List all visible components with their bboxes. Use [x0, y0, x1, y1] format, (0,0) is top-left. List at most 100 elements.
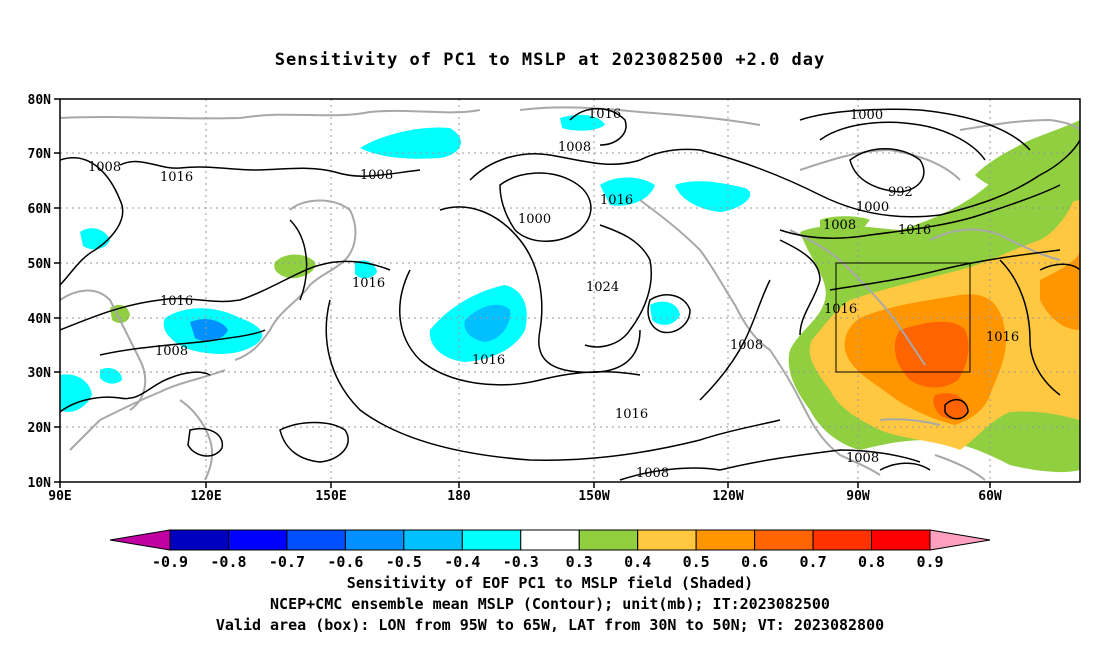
colorbar-swatch [403, 529, 463, 551]
contour-label: 1008 [730, 338, 763, 353]
contour-label: 1016 [898, 223, 931, 238]
colorbar-label: -0.5 [386, 553, 422, 571]
lon-label: 90E [48, 489, 71, 504]
colorbar-swatch [286, 529, 346, 551]
contour-label: 1016 [615, 407, 648, 422]
colorbar-label: 0.3 [566, 553, 593, 571]
tick-marks [54, 98, 991, 488]
colorbar-label: -0.3 [503, 553, 539, 571]
negative-shade-2 [80, 228, 110, 250]
colorbar-swatch [871, 529, 931, 551]
colorbar-label: 0.8 [858, 553, 885, 571]
lon-labels: 90E 120E 150E 180 150W 120W 90W 60W [48, 489, 1002, 504]
contour-label: 1008 [823, 218, 856, 233]
lat-label: 10N [28, 476, 52, 491]
negative-shade-1 [360, 127, 461, 159]
shaded-sensitivity [60, 114, 1080, 473]
lon-label: 60W [978, 489, 1002, 504]
colorbar-swatch [637, 529, 697, 551]
colorbar [109, 529, 991, 551]
contour-label: 1016 [588, 107, 621, 122]
colorbar-swatch [227, 529, 288, 551]
contour-label: 1016 [600, 193, 633, 208]
caption-line-2: NCEP+CMC ensemble mean MSLP (Contour); u… [270, 595, 830, 613]
colorbar-swatch [578, 529, 639, 551]
lat-label: 50N [28, 257, 52, 272]
negative-shade-6 [60, 374, 92, 412]
colorbar-label: 0.6 [741, 553, 768, 571]
contour-label: 1016 [160, 294, 193, 309]
colorbar-labels: -0.9 -0.8 -0.7 -0.6 -0.5 -0.4 -0.3 0.3 0.4 0.5 0.6… [152, 553, 944, 571]
colorbar-swatch [461, 529, 522, 551]
negative-shade-3b [190, 319, 228, 342]
colorbar-label: 0.5 [683, 553, 710, 571]
coastlines [60, 106, 1080, 481]
colorbar-label: -0.8 [210, 553, 246, 571]
gridlines [60, 99, 1080, 482]
colorbar-swatch [695, 529, 756, 551]
contour-label: 1016 [824, 302, 857, 317]
negative-shade-9 [600, 177, 655, 206]
lat-label: 20N [28, 421, 52, 436]
map-frame [59, 98, 1081, 483]
positive-shade-greenland [975, 120, 1080, 203]
valid-area-box [835, 262, 971, 373]
contour-label: 1008 [846, 451, 879, 466]
lat-label: 80N [28, 93, 52, 108]
contour-label: 1008 [155, 344, 188, 359]
caption-line-1: Sensitivity of EOF PC1 to MSLP field (Sh… [346, 574, 754, 592]
colorbar-label: 0.9 [916, 553, 943, 571]
contour-label: 1016 [986, 330, 1019, 345]
positive-shade-red [894, 321, 969, 388]
colorbar-swatch [520, 529, 580, 551]
negative-shade-11 [650, 301, 680, 325]
contour-label: 992 [888, 185, 913, 200]
contour-label: 1008 [88, 160, 121, 175]
colorbar-label: -0.4 [444, 553, 480, 571]
colorbar-label: -0.7 [269, 553, 305, 571]
colorbar-swatch [754, 529, 814, 551]
lon-label: 150W [578, 489, 609, 504]
colorbar-label: 0.4 [624, 553, 651, 571]
contour-label: 1000 [850, 108, 883, 123]
colorbar-label: -0.9 [152, 553, 188, 571]
positive-shade-orange-east [1040, 250, 1080, 330]
contour-label: 1008 [636, 466, 669, 481]
negative-shade-7 [100, 368, 122, 384]
negative-shade-10 [675, 181, 751, 212]
contour-label: 1000 [518, 212, 551, 227]
contour-label: 1016 [352, 276, 385, 291]
lat-labels: 80N 70N 60N 50N 40N 30N 20N 10N [28, 93, 52, 491]
lon-label: 120E [190, 489, 221, 504]
mslp-contours [60, 108, 1080, 481]
figure-title: Sensitivity of PC1 to MSLP at 2023082500… [274, 50, 826, 70]
lon-label: 90W [846, 489, 870, 504]
colorbar-swatch [344, 529, 405, 551]
lat-label: 70N [28, 147, 52, 162]
lat-label: 40N [28, 312, 52, 327]
contour-label: 1024 [586, 280, 619, 295]
contour-label: 1008 [558, 140, 591, 155]
contour-label: 1016 [160, 170, 193, 185]
colorbar-swatch [812, 529, 873, 551]
negative-shade-4b [464, 304, 511, 342]
colorbar-label: -0.6 [327, 553, 363, 571]
contour-label: 1008 [360, 168, 393, 183]
colorbar-arrow-left [109, 529, 171, 551]
colorbar-arrow-right [929, 529, 991, 551]
colorbar-label: 0.7 [800, 553, 827, 571]
caption-line-3: Valid area (box): LON from 95W to 65W, L… [215, 616, 885, 634]
caption-block: Sensitivity of EOF PC1 to MSLP field (Sh… [0, 573, 1100, 636]
contour-labels: 1016 1016 1008 1008 1000 1000 992 1008 1… [88, 107, 1019, 481]
negative-shade-5 [355, 260, 377, 279]
lon-label: 180 [447, 489, 471, 504]
contour-label: 1000 [856, 200, 889, 215]
colorbar-swatch [169, 529, 229, 551]
positive-shade-asia-1 [274, 254, 316, 279]
lat-label: 30N [28, 366, 52, 381]
contour-label: 1016 [472, 353, 505, 368]
lon-label: 150E [315, 489, 346, 504]
lat-label: 60N [28, 202, 52, 217]
lon-label: 120W [712, 489, 743, 504]
